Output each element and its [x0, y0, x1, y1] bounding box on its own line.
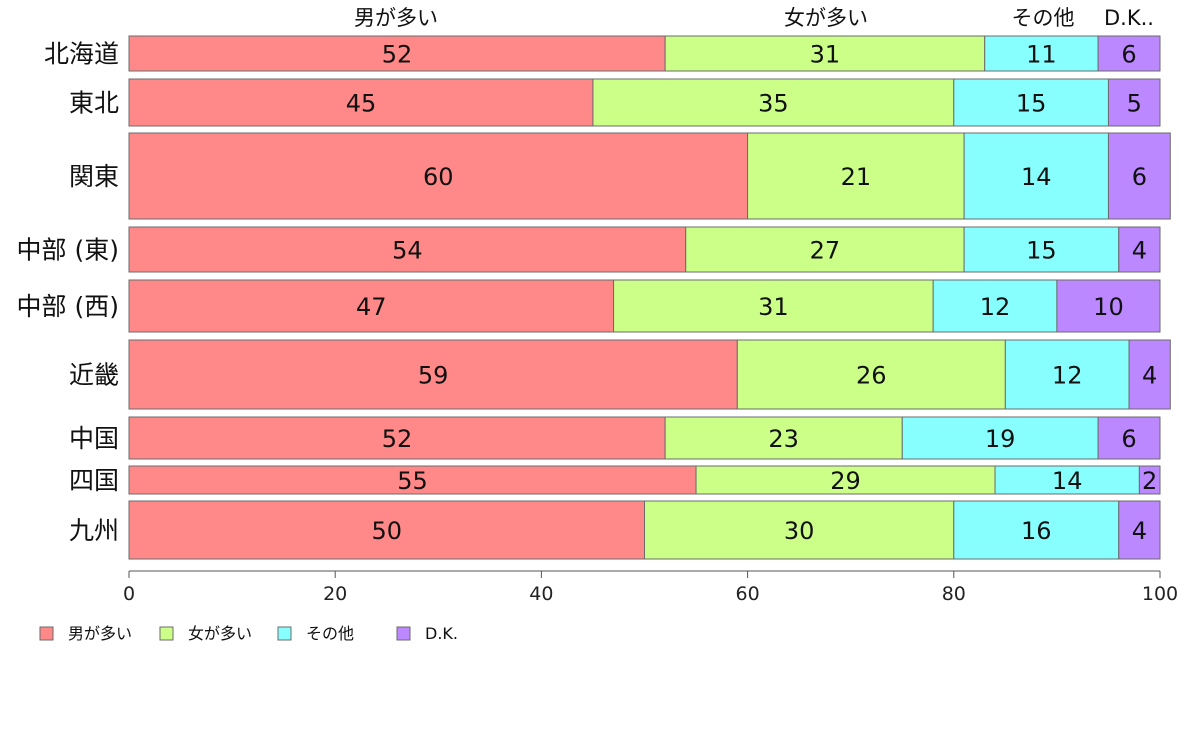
x-tick-label: 40: [529, 583, 553, 605]
bar-segment: [128, 132, 749, 220]
data-label: 15: [1026, 237, 1057, 265]
bar-segment: [128, 279, 615, 333]
bar-segment: [592, 78, 955, 127]
category-label: 九州: [69, 516, 119, 545]
category-label: 中国: [69, 424, 119, 453]
bar-segment: [1056, 279, 1161, 333]
bar-segment: [984, 35, 1099, 72]
data-label: 15: [1016, 90, 1047, 118]
category-label: 近畿: [69, 361, 119, 390]
data-label: 59: [418, 362, 449, 390]
data-label: 14: [1021, 163, 1052, 191]
data-label: 29: [830, 467, 861, 495]
bar-segment: [128, 226, 687, 273]
legend-swatch: [159, 626, 174, 641]
category-label: 中部 (東): [17, 236, 119, 265]
data-label: 12: [980, 293, 1011, 321]
bar-segment: [685, 226, 965, 273]
category-label: 東北: [69, 89, 119, 118]
data-label: 52: [382, 425, 413, 453]
data-label: 26: [856, 362, 887, 390]
x-tick-label: 60: [736, 583, 760, 605]
legend-swatch: [277, 626, 292, 641]
bar-segment: [1118, 226, 1161, 273]
data-label: 50: [371, 517, 402, 545]
category-label: 四国: [69, 466, 119, 495]
column-header-1: 男が多い: [354, 6, 438, 30]
data-label: 5: [1127, 90, 1142, 118]
bar-segment: [1097, 416, 1161, 460]
data-label: 12: [1052, 362, 1083, 390]
data-label: 45: [346, 90, 377, 118]
data-label: 2: [1142, 467, 1157, 495]
bar-segment: [1004, 339, 1130, 410]
bar-segment: [644, 500, 955, 560]
data-label: 4: [1142, 362, 1157, 390]
bar-segment: [932, 279, 1058, 333]
bar-segment: [1107, 132, 1171, 220]
data-label: 30: [784, 517, 815, 545]
bar-segment: [128, 35, 666, 72]
bar-segment: [736, 339, 1006, 410]
bar-segment: [1128, 339, 1171, 410]
bar-segment: [901, 416, 1099, 460]
data-label: 52: [382, 41, 413, 69]
legend-label: 男が多い: [68, 624, 132, 643]
data-label: 31: [758, 293, 789, 321]
bar-segment: [128, 339, 738, 410]
category-label: 中部 (西): [17, 292, 119, 321]
bar-segment: [1107, 78, 1161, 127]
bar-segment: [747, 132, 965, 220]
data-label: 27: [810, 237, 841, 265]
bar-segment: [1138, 465, 1161, 495]
data-label: 54: [392, 237, 423, 265]
data-label: 19: [985, 425, 1016, 453]
data-label: 4: [1132, 517, 1147, 545]
data-label: 21: [841, 163, 872, 191]
data-label: 11: [1026, 41, 1057, 69]
bar-segment: [1118, 500, 1161, 560]
legend-swatch: [396, 626, 411, 641]
bar-segment: [953, 78, 1109, 127]
legend-label: その他: [306, 624, 354, 643]
x-tick-label: 100: [1142, 583, 1178, 605]
data-label: 55: [397, 467, 428, 495]
category-label: 関東: [69, 162, 119, 191]
bar-segment: [128, 465, 697, 495]
bar-segment: [994, 465, 1140, 495]
bar-segment: [1097, 35, 1161, 72]
data-label: 35: [758, 90, 789, 118]
bar-segment: [613, 279, 934, 333]
legend-swatch: [39, 626, 54, 641]
column-header-4: D.K..: [1104, 6, 1154, 30]
data-label: 4: [1132, 237, 1147, 265]
column-header-2: 女が多い: [784, 6, 868, 30]
data-label: 14: [1052, 467, 1083, 495]
column-header-3: その他: [1012, 6, 1075, 30]
x-tick-label: 80: [942, 583, 966, 605]
data-label: 6: [1132, 163, 1147, 191]
category-label: 北海道: [44, 40, 119, 69]
bar-segment: [128, 78, 594, 127]
data-label: 31: [810, 41, 841, 69]
x-tick-label: 20: [323, 583, 347, 605]
data-label: 10: [1093, 293, 1124, 321]
data-label: 47: [356, 293, 387, 321]
bar-segment: [664, 35, 986, 72]
x-tick-label: 0: [123, 583, 135, 605]
data-label: 60: [423, 163, 454, 191]
legend-label: D.K.: [425, 624, 458, 643]
legend-label: 女が多い: [188, 624, 252, 643]
data-label: 6: [1121, 425, 1136, 453]
bar-segment: [128, 416, 666, 460]
data-label: 23: [768, 425, 799, 453]
data-label: 6: [1121, 41, 1136, 69]
data-label: 16: [1021, 517, 1052, 545]
